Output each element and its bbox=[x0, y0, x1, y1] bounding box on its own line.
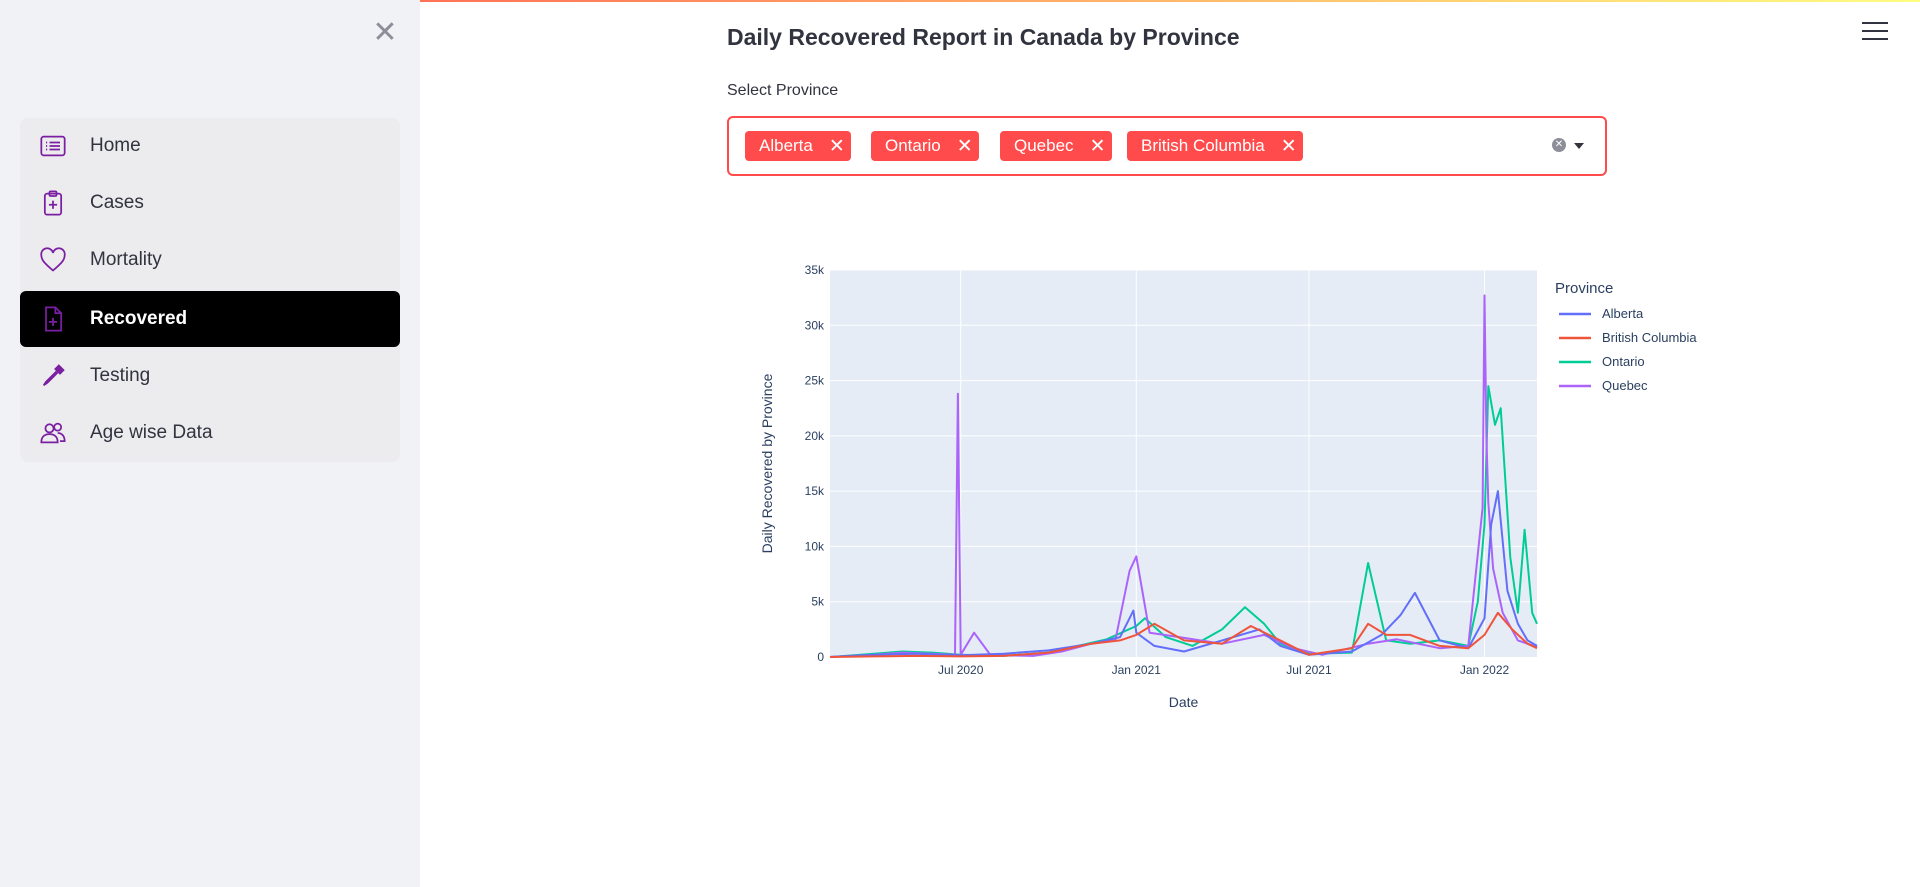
y-tick-label: 15k bbox=[805, 484, 825, 498]
remove-tag-icon[interactable]: ✕ bbox=[1280, 135, 1297, 157]
tag-label: Alberta bbox=[759, 136, 813, 155]
legend-entry: Quebec bbox=[1602, 378, 1648, 393]
sidebar-item-label: Mortality bbox=[90, 249, 162, 270]
eyedropper-icon bbox=[38, 361, 68, 391]
legend-entry: British Columbia bbox=[1602, 330, 1697, 345]
sidebar-item-label: Home bbox=[90, 135, 141, 156]
y-axis-label: Daily Recovered by Province bbox=[759, 373, 775, 553]
sidebar: ✕ Home Cases Mortality Recovered bbox=[0, 0, 420, 887]
series-line-british-columbia bbox=[829, 611, 1538, 658]
list-icon bbox=[38, 131, 68, 161]
province-multiselect[interactable]: Alberta ✕ Ontario ✕ Quebec ✕ British Col… bbox=[727, 116, 1607, 176]
top-accent-bar bbox=[0, 0, 1920, 2]
legend-entry: Ontario bbox=[1602, 354, 1645, 369]
select-label: Select Province bbox=[727, 82, 839, 99]
x-tick-label: Jan 2021 bbox=[1112, 663, 1162, 677]
page-title: Daily Recovered Report in Canada by Prov… bbox=[727, 24, 1240, 50]
recovered-line-chart: 0 5k 10k 15k 20k 25k 30k 35k Jul 2020 Jan 2021 Jul… bbox=[759, 263, 1697, 710]
y-tick-label: 35k bbox=[805, 263, 825, 277]
remove-tag-icon[interactable]: ✕ bbox=[828, 135, 845, 157]
legend-entry: Alberta bbox=[1602, 306, 1644, 321]
plot-area bbox=[830, 270, 1537, 657]
sidebar-item-mortality[interactable]: Mortality bbox=[20, 232, 400, 288]
sidebar-item-home[interactable]: Home bbox=[20, 118, 400, 174]
heart-icon bbox=[38, 245, 68, 275]
tag-quebec: Quebec ✕ bbox=[1000, 131, 1112, 161]
sidebar-item-age-wise-data[interactable]: Age wise Data bbox=[20, 405, 400, 461]
tag-ontario: Ontario ✕ bbox=[871, 131, 979, 161]
y-tick-label: 30k bbox=[805, 318, 825, 332]
clear-all-icon[interactable]: ✕ bbox=[1552, 138, 1566, 152]
sidebar-item-label: Recovered bbox=[90, 308, 188, 329]
y-tick-label: 0 bbox=[817, 650, 824, 664]
legend-title: Province bbox=[1555, 280, 1613, 297]
sidebar-item-label: Age wise Data bbox=[90, 422, 213, 443]
tag-label: Quebec bbox=[1014, 136, 1074, 155]
file-plus-icon bbox=[38, 304, 68, 334]
sidebar-item-recovered[interactable]: Recovered bbox=[20, 291, 400, 347]
x-tick-label: Jan 2022 bbox=[1460, 663, 1510, 677]
tag-label: Ontario bbox=[885, 136, 941, 155]
x-tick-label: Jul 2020 bbox=[938, 663, 984, 677]
remove-tag-icon[interactable]: ✕ bbox=[1089, 135, 1106, 157]
people-icon bbox=[38, 418, 68, 448]
nav-menu: Home Cases Mortality Recovered Testing bbox=[20, 118, 400, 462]
close-icon[interactable]: ✕ bbox=[372, 16, 398, 49]
hamburger-icon[interactable] bbox=[1862, 22, 1888, 44]
y-tick-label: 5k bbox=[811, 595, 825, 609]
sidebar-item-testing[interactable]: Testing bbox=[20, 348, 400, 404]
sidebar-item-label: Testing bbox=[90, 365, 151, 386]
y-tick-label: 20k bbox=[805, 429, 825, 443]
sidebar-item-cases[interactable]: Cases bbox=[20, 175, 400, 231]
tag-british-columbia: British Columbia ✕ bbox=[1127, 131, 1303, 161]
sidebar-item-label: Cases bbox=[90, 192, 144, 213]
tag-alberta: Alberta ✕ bbox=[745, 131, 851, 161]
x-axis-label: Date bbox=[1169, 694, 1199, 710]
tag-label: British Columbia bbox=[1141, 136, 1265, 155]
remove-tag-icon[interactable]: ✕ bbox=[956, 135, 973, 157]
chevron-down-icon[interactable] bbox=[1574, 143, 1584, 149]
clipboard-plus-icon bbox=[38, 188, 68, 218]
series-line-alberta bbox=[829, 490, 1538, 658]
y-tick-label: 25k bbox=[805, 374, 825, 388]
y-tick-label: 10k bbox=[805, 539, 825, 553]
x-tick-label: Jul 2021 bbox=[1286, 663, 1332, 677]
